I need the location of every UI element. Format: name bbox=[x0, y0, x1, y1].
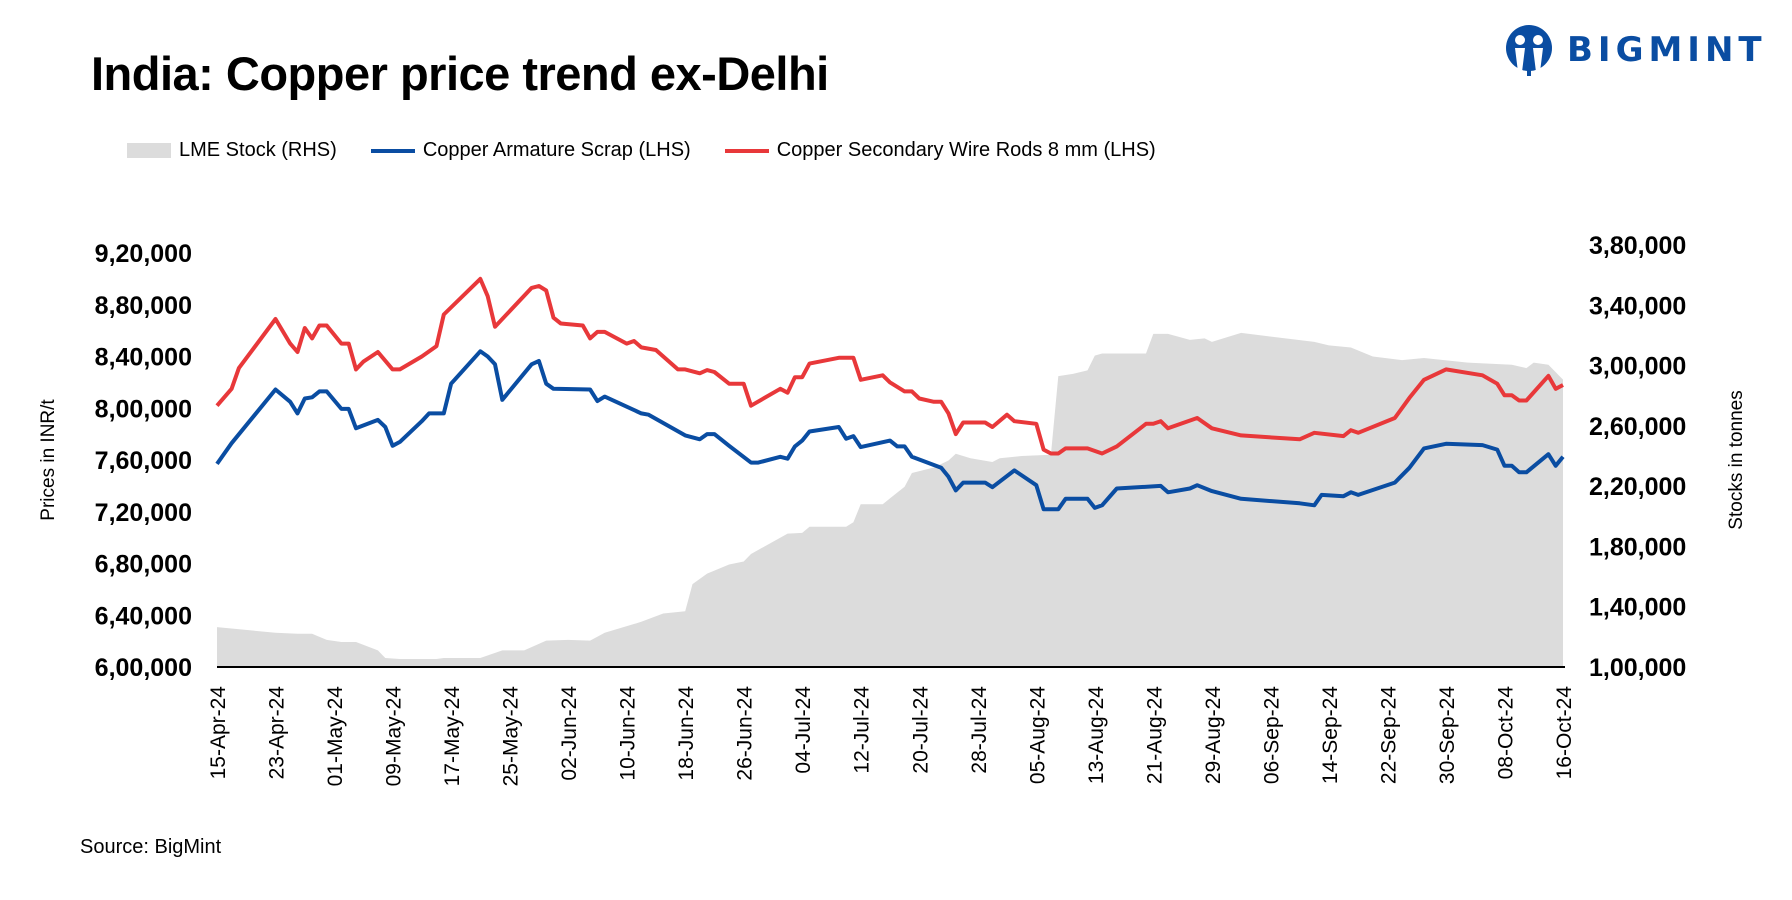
x-tick-label: 12-Jul-24 bbox=[851, 686, 874, 774]
armature-scrap-line bbox=[215, 349, 1565, 512]
x-tick-label: 09-May-24 bbox=[383, 686, 406, 787]
x-tick-label: 15-Apr-24 bbox=[207, 686, 230, 780]
x-tick-label: 04-Jul-24 bbox=[792, 686, 815, 774]
y-tick-label: 7,60,000 bbox=[95, 447, 192, 475]
y2-tick-label: 1,00,000 bbox=[1589, 654, 1686, 682]
y2-tick-label: 3,40,000 bbox=[1589, 292, 1686, 320]
legend-swatch-area bbox=[127, 143, 171, 158]
x-tick-label: 21-Aug-24 bbox=[1143, 686, 1166, 784]
x-tick-label: 28-Jul-24 bbox=[968, 686, 991, 774]
y-tick-label: 6,80,000 bbox=[95, 551, 192, 579]
y2-axis-title: Stocks in tonnes bbox=[1726, 390, 1747, 529]
x-tick-label: 25-May-24 bbox=[500, 686, 523, 787]
x-tick-label: 08-Oct-24 bbox=[1494, 686, 1517, 780]
brand-logo: BIGMINT bbox=[1503, 24, 1767, 76]
lme-stock-area bbox=[217, 332, 1563, 667]
x-tick-label: 17-May-24 bbox=[441, 686, 464, 787]
y2-tick-label: 1,40,000 bbox=[1589, 594, 1686, 622]
page-title: India: Copper price trend ex-Delhi bbox=[91, 47, 829, 100]
y-tick-label: 6,00,000 bbox=[95, 654, 192, 682]
y2-tick-label: 2,60,000 bbox=[1589, 413, 1686, 441]
legend-swatch-line bbox=[370, 148, 415, 153]
x-tick-label: 01-May-24 bbox=[324, 686, 347, 787]
bigmint-people-icon bbox=[1506, 25, 1552, 76]
y-tick-label: 8,80,000 bbox=[95, 292, 192, 320]
x-tick-label: 16-Oct-24 bbox=[1553, 686, 1576, 780]
x-tick-label: 29-Aug-24 bbox=[1202, 686, 1225, 784]
y2-tick-label: 1,80,000 bbox=[1589, 533, 1686, 561]
legend-label: LME Stock (RHS) bbox=[179, 139, 337, 161]
x-tick-label: 10-Jun-24 bbox=[617, 686, 640, 781]
legend-swatch-line bbox=[724, 148, 769, 153]
logo-text: BIGMINT bbox=[1567, 30, 1767, 70]
x-tick-label: 13-Aug-24 bbox=[1085, 686, 1108, 784]
y-tick-label: 8,00,000 bbox=[95, 395, 192, 423]
x-tick-label: 26-Jun-24 bbox=[734, 686, 757, 781]
x-tick-label: 06-Sep-24 bbox=[1260, 686, 1283, 784]
x-tick-label: 02-Jun-24 bbox=[558, 686, 581, 781]
x-tick-label: 20-Jul-24 bbox=[909, 686, 932, 774]
y-tick-label: 9,20,000 bbox=[95, 240, 192, 268]
wire-rods-line bbox=[215, 276, 1564, 456]
chart-legend: LME Stock (RHS) Copper Armature Scrap (L… bbox=[127, 139, 1190, 162]
x-tick-label: 18-Jun-24 bbox=[675, 686, 698, 781]
y2-tick-label: 3,80,000 bbox=[1589, 232, 1686, 260]
source-note: Source: BigMint bbox=[80, 836, 222, 858]
legend-item-armature-scrap: Copper Armature Scrap (LHS) bbox=[370, 139, 691, 162]
y-tick-label: 8,40,000 bbox=[95, 344, 192, 372]
legend-item-wire-rods: Copper Secondary Wire Rods 8 mm (LHS) bbox=[724, 139, 1156, 162]
y-tick-label: 7,20,000 bbox=[95, 499, 192, 527]
legend-item-lme-stock: LME Stock (RHS) bbox=[127, 139, 337, 162]
x-tick-label: 05-Aug-24 bbox=[1026, 686, 1049, 784]
y2-tick-label: 3,00,000 bbox=[1589, 353, 1686, 381]
y-tick-label: 6,40,000 bbox=[95, 602, 192, 630]
y2-tick-label: 2,20,000 bbox=[1589, 473, 1686, 501]
x-tick-label: 23-Apr-24 bbox=[266, 686, 289, 780]
y-axis-title: Prices in INR/t bbox=[38, 399, 59, 521]
x-tick-label: 30-Sep-24 bbox=[1436, 686, 1459, 784]
x-tick-label: 22-Sep-24 bbox=[1377, 686, 1400, 784]
x-tick-label: 14-Sep-24 bbox=[1319, 686, 1342, 784]
legend-label: Copper Armature Scrap (LHS) bbox=[422, 139, 691, 161]
legend-label: Copper Secondary Wire Rods 8 mm (LHS) bbox=[776, 139, 1156, 161]
